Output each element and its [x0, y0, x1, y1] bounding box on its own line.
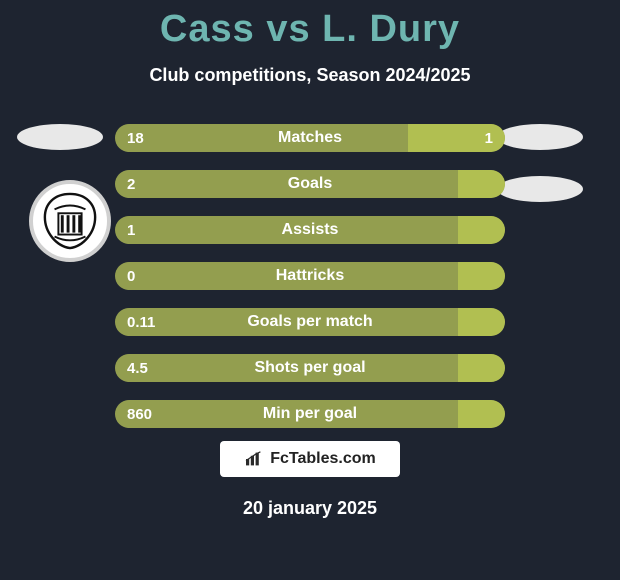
stat-label: Matches [115, 124, 505, 152]
crest-icon [41, 192, 99, 250]
stat-label: Goals per match [115, 308, 505, 336]
player-oval-0 [17, 124, 103, 150]
stat-value-left: 0.11 [127, 308, 155, 336]
player-oval-1 [497, 124, 583, 150]
stat-label: Assists [115, 216, 505, 244]
stat-row-min-per-goal: Min per goal860 [115, 400, 505, 428]
stat-label: Min per goal [115, 400, 505, 428]
stat-row-matches: Matches18 1 [115, 124, 505, 152]
stat-row-assists: Assists1 [115, 216, 505, 244]
stat-value-left: 2 [127, 170, 135, 198]
stat-row-goals: Goals2 [115, 170, 505, 198]
stat-value-left: 860 [127, 400, 152, 428]
stat-label: Shots per goal [115, 354, 505, 382]
stat-value-right: 1 [485, 124, 493, 152]
stat-value-left: 1 [127, 216, 135, 244]
fctables-badge[interactable]: FcTables.com [220, 441, 400, 477]
stat-row-goals-per-match: Goals per match0.11 [115, 308, 505, 336]
stat-value-left: 4.5 [127, 354, 148, 382]
stat-label: Goals [115, 170, 505, 198]
club-logo-left [29, 180, 111, 262]
fctables-label: FcTables.com [270, 450, 376, 468]
player-oval-2 [497, 176, 583, 202]
stats-bars: Matches181Goals2Assists1Hattricks0Goals … [115, 124, 505, 446]
stat-row-hattricks: Hattricks0 [115, 262, 505, 290]
page-title: Cass vs L. Dury [0, 0, 620, 51]
chart-icon [244, 451, 264, 467]
stat-value-left: 0 [127, 262, 135, 290]
subtitle: Club competitions, Season 2024/2025 [0, 65, 620, 86]
stat-row-shots-per-goal: Shots per goal4.5 [115, 354, 505, 382]
stat-value-left: 18 [127, 124, 144, 152]
stat-label: Hattricks [115, 262, 505, 290]
date-label: 20 january 2025 [0, 498, 620, 519]
